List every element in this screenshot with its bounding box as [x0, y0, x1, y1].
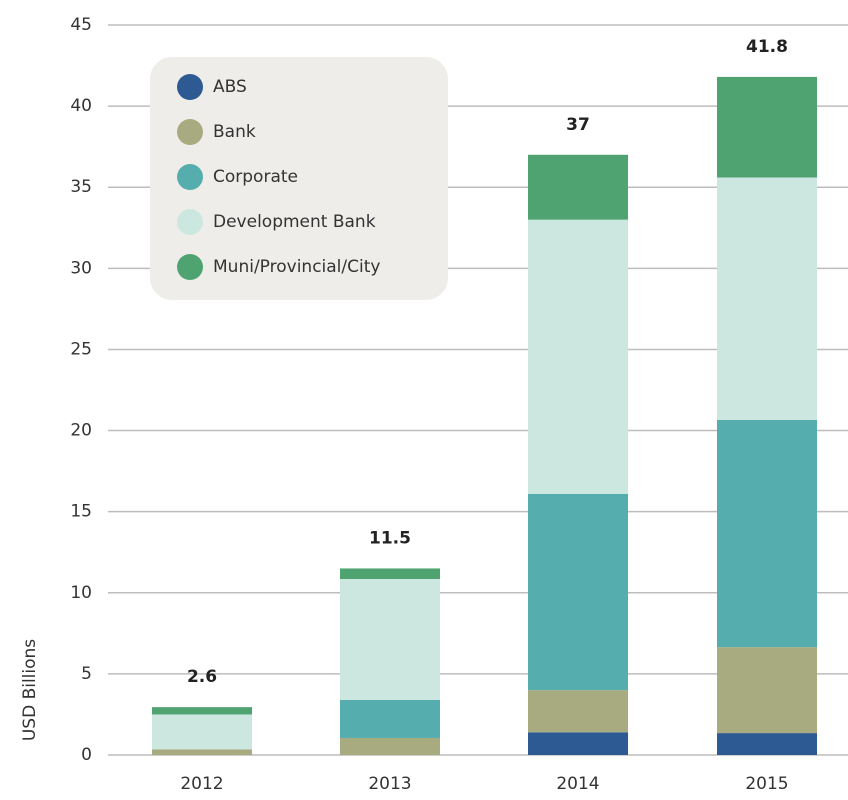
y-tick-label: 20 — [70, 421, 92, 441]
bar-segment — [340, 578, 440, 700]
legend-swatch — [177, 209, 203, 235]
legend-swatch — [177, 164, 203, 190]
bar-segment — [717, 647, 817, 734]
x-tick-label: 2014 — [556, 774, 599, 794]
legend-label: Bank — [213, 122, 256, 142]
bar-segment — [152, 714, 252, 750]
y-tick-label: 5 — [81, 664, 92, 684]
bar-segment — [528, 732, 628, 755]
y-axis-label: USD Billions — [20, 639, 40, 741]
legend-swatch — [177, 74, 203, 100]
legend-swatch — [177, 254, 203, 280]
x-tick-label: 2012 — [180, 774, 223, 794]
bar-segment — [717, 420, 817, 648]
y-tick-label: 45 — [70, 15, 92, 35]
legend-swatch — [177, 119, 203, 145]
total-label: 11.5 — [369, 528, 411, 548]
total-label: 41.8 — [746, 37, 788, 57]
bar-segment — [340, 737, 440, 755]
legend-label: Muni/Provincial/City — [213, 257, 380, 277]
legend-box — [150, 57, 448, 300]
y-tick-label: 0 — [81, 745, 92, 765]
total-label: 37 — [566, 115, 590, 135]
legend-label: Corporate — [213, 167, 298, 187]
y-tick-label: 35 — [70, 177, 92, 197]
bar-segment — [717, 76, 817, 178]
y-tick-label: 15 — [70, 502, 92, 522]
bar-segment — [528, 154, 628, 220]
bar-segment — [717, 733, 817, 755]
bar-segment — [340, 699, 440, 738]
legend-label: ABS — [213, 77, 247, 97]
bar-segment — [152, 707, 252, 715]
y-tick-label: 10 — [70, 583, 92, 603]
y-tick-label: 25 — [70, 339, 92, 359]
x-tick-label: 2015 — [745, 774, 788, 794]
x-tick-label: 2013 — [368, 774, 411, 794]
y-tick-label: 30 — [70, 258, 92, 278]
y-tick-label: 40 — [70, 96, 92, 116]
total-label: 2.6 — [187, 667, 217, 687]
bar-segment — [340, 568, 440, 579]
bar-segment — [152, 749, 252, 755]
bar-segment — [528, 493, 628, 691]
bar-segment — [717, 177, 817, 421]
legend-label: Development Bank — [213, 212, 376, 232]
bar-segment — [528, 219, 628, 494]
bar-segment — [528, 690, 628, 733]
